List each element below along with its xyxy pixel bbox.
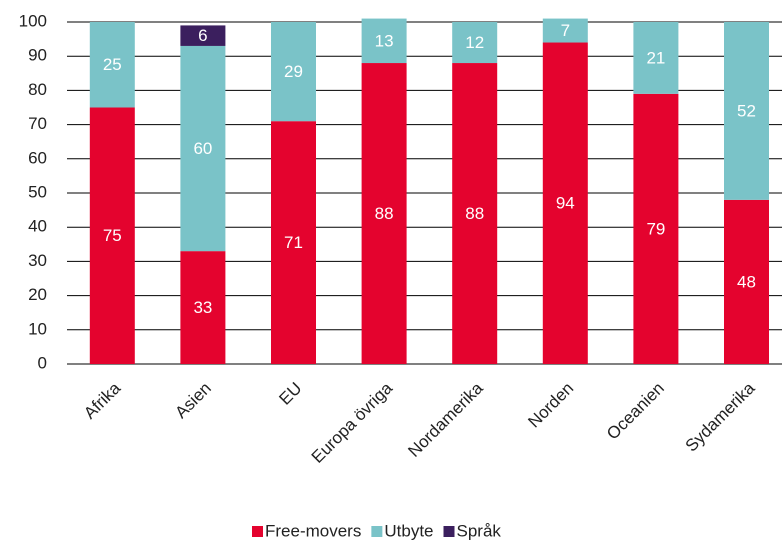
bar-segment	[633, 93, 679, 364]
bar-segment	[361, 18, 407, 64]
value-label: 79	[646, 219, 665, 238]
x-tick-label: Sydamerika	[682, 378, 759, 455]
legend: Free-movers Utbyte Språk	[252, 521, 501, 540]
bar-segment	[89, 22, 135, 108]
x-tick-label: Norden	[524, 379, 577, 432]
x-tick-label: Oceanien	[603, 379, 668, 444]
y-tick-label: 30	[28, 251, 47, 270]
value-label: 48	[737, 272, 756, 291]
bar-segment	[542, 18, 588, 43]
value-label: 6	[198, 26, 207, 45]
value-label: 60	[193, 139, 212, 158]
legend-swatch	[371, 526, 383, 537]
bar-segment	[180, 251, 226, 364]
legend-label: Utbyte	[384, 521, 433, 540]
value-label: 13	[375, 31, 394, 50]
bar-segment	[271, 121, 316, 365]
y-tick-label: 10	[28, 319, 47, 338]
x-tick-label: Europa övriga	[308, 378, 397, 467]
x-tick-label: Afrika	[80, 378, 125, 423]
bar-segment	[452, 63, 498, 364]
legend-label: Språk	[457, 521, 502, 540]
x-tick-label: EU	[275, 379, 305, 409]
y-tick-label: 0	[38, 353, 47, 372]
value-label: 88	[375, 204, 394, 223]
bar-segment	[89, 107, 135, 364]
value-label: 71	[284, 233, 303, 252]
y-tick-label: 20	[28, 285, 47, 304]
bar-segment	[542, 42, 588, 365]
x-tick-label: Nordamerika	[404, 378, 487, 461]
y-tick-label: 40	[28, 217, 47, 236]
value-label: 88	[465, 204, 484, 223]
value-label: 33	[193, 298, 212, 317]
legend-swatch	[252, 526, 263, 537]
value-label: 12	[465, 33, 484, 52]
bar-segment	[361, 63, 407, 364]
bar-segment	[724, 199, 769, 364]
y-tick-label: 60	[28, 148, 47, 167]
y-tick-label: 80	[28, 80, 47, 99]
bar-segment	[271, 22, 316, 122]
y-tick-label: 100	[19, 11, 47, 30]
y-tick-label: 50	[28, 182, 47, 201]
bar-segment	[180, 45, 226, 252]
bar-segment	[452, 22, 498, 64]
bar-segment	[633, 22, 679, 94]
bar-segment	[724, 22, 769, 200]
y-tick-label: 90	[28, 46, 47, 65]
bar-segment	[180, 25, 226, 46]
legend-label: Free-movers	[265, 521, 361, 540]
value-label: 21	[646, 48, 665, 67]
value-label: 75	[103, 226, 122, 245]
value-label: 7	[561, 21, 570, 40]
value-label: 94	[556, 194, 575, 213]
value-label: 52	[737, 101, 756, 120]
y-tick-label: 70	[28, 114, 47, 133]
legend-swatch	[443, 526, 455, 537]
value-label: 25	[103, 55, 122, 74]
value-label: 29	[284, 62, 303, 81]
x-tick-label: Asien	[171, 379, 215, 423]
